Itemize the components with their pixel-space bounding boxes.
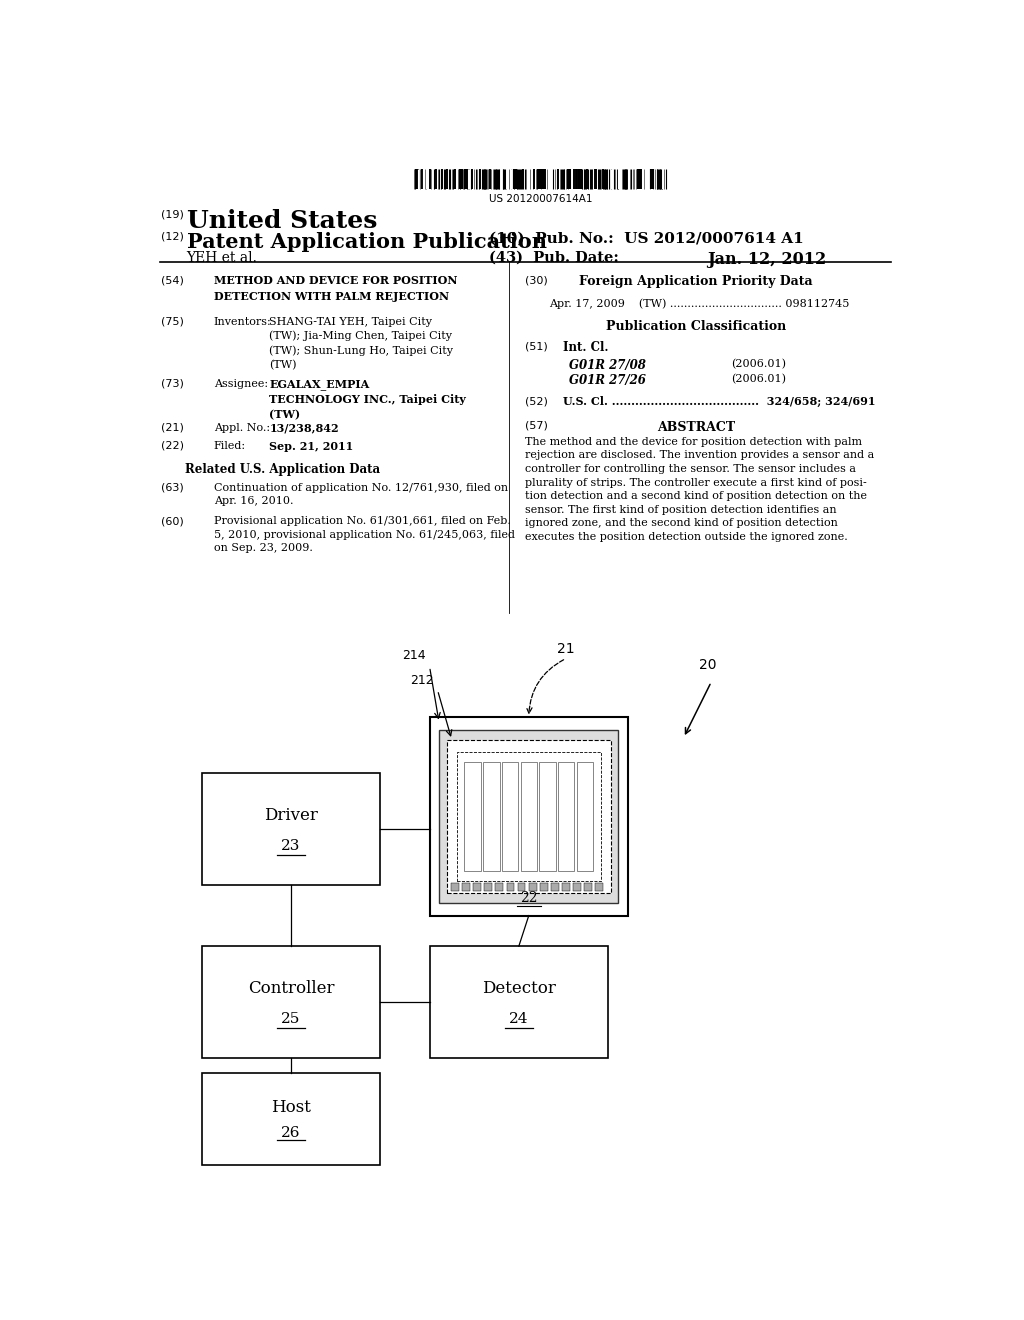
Text: (21): (21): [162, 422, 184, 433]
Text: (52): (52): [524, 396, 548, 407]
Text: Publication Classification: Publication Classification: [606, 319, 786, 333]
Text: (43)  Pub. Date:: (43) Pub. Date:: [489, 251, 618, 265]
Text: 214: 214: [402, 648, 426, 661]
Text: US 20120007614A1: US 20120007614A1: [488, 194, 593, 205]
Text: G01R 27/26: G01R 27/26: [569, 374, 646, 387]
Text: Patent Application Publication: Patent Application Publication: [186, 231, 547, 252]
Text: (54): (54): [162, 276, 184, 285]
Text: ABSTRACT: ABSTRACT: [657, 421, 735, 434]
Bar: [540, 762, 556, 871]
Text: Provisional application No. 61/301,661, filed on Feb.
5, 2010, provisional appli: Provisional application No. 61/301,661, …: [214, 516, 515, 553]
Text: U.S. Cl. ......................................  324/658; 324/691: U.S. Cl. ...............................…: [563, 396, 876, 408]
Bar: [202, 946, 380, 1057]
Text: Host: Host: [271, 1100, 311, 1117]
Text: (73): (73): [162, 379, 184, 389]
Text: Controller: Controller: [248, 979, 334, 997]
Bar: [558, 762, 574, 871]
Text: 24: 24: [509, 1012, 528, 1026]
Text: (57): (57): [524, 421, 548, 430]
Text: 26: 26: [282, 1126, 301, 1139]
Bar: [447, 739, 610, 894]
Bar: [573, 883, 581, 891]
Text: (19): (19): [162, 210, 184, 219]
Bar: [540, 883, 548, 891]
Text: 23: 23: [282, 840, 301, 853]
Text: METHOD AND DEVICE FOR POSITION
DETECTION WITH PALM REJECTION: METHOD AND DEVICE FOR POSITION DETECTION…: [214, 276, 457, 302]
Text: (22): (22): [162, 441, 184, 451]
Bar: [551, 883, 559, 891]
Text: 25: 25: [282, 1012, 301, 1026]
Text: (30): (30): [524, 276, 548, 285]
Bar: [595, 883, 603, 891]
Bar: [483, 762, 500, 871]
Bar: [496, 883, 503, 891]
Text: Jan. 12, 2012: Jan. 12, 2012: [708, 251, 826, 268]
Text: (75): (75): [162, 317, 184, 327]
Text: (63): (63): [162, 483, 184, 492]
Text: Sep. 21, 2011: Sep. 21, 2011: [269, 441, 353, 451]
Bar: [502, 762, 518, 871]
Bar: [562, 883, 570, 891]
Text: EGALAX_EMPIA
TECHNOLOGY INC., Taipei City
(TW): EGALAX_EMPIA TECHNOLOGY INC., Taipei Cit…: [269, 379, 466, 420]
Text: 20: 20: [699, 657, 717, 672]
Bar: [507, 883, 514, 891]
Text: 22: 22: [520, 891, 538, 906]
Text: 21: 21: [557, 643, 574, 656]
Bar: [462, 883, 470, 891]
Bar: [473, 883, 481, 891]
Text: Driver: Driver: [264, 808, 318, 824]
Bar: [484, 883, 493, 891]
Text: Foreign Application Priority Data: Foreign Application Priority Data: [580, 276, 813, 288]
Text: (60): (60): [162, 516, 184, 527]
Text: 13/238,842: 13/238,842: [269, 422, 339, 434]
Text: (12): (12): [162, 231, 184, 242]
Text: (51): (51): [524, 342, 548, 351]
Text: (2006.01): (2006.01): [731, 359, 786, 370]
Bar: [430, 718, 628, 916]
Bar: [202, 774, 380, 886]
Bar: [577, 762, 593, 871]
Text: United States: United States: [186, 210, 377, 234]
Bar: [518, 883, 525, 891]
Bar: [528, 883, 537, 891]
Bar: [585, 883, 592, 891]
Text: Continuation of application No. 12/761,930, filed on
Apr. 16, 2010.: Continuation of application No. 12/761,9…: [214, 483, 508, 507]
Bar: [439, 730, 618, 903]
Text: (10)  Pub. No.:  US 2012/0007614 A1: (10) Pub. No.: US 2012/0007614 A1: [489, 231, 804, 246]
Bar: [451, 883, 459, 891]
Text: Related U.S. Application Data: Related U.S. Application Data: [185, 463, 380, 477]
Text: The method and the device for position detection with palm
rejection are disclos: The method and the device for position d…: [524, 437, 874, 543]
Text: Detector: Detector: [482, 979, 556, 997]
Text: Inventors:: Inventors:: [214, 317, 271, 327]
Bar: [465, 762, 481, 871]
Text: Filed:: Filed:: [214, 441, 246, 451]
Bar: [202, 1073, 380, 1164]
Text: Apr. 17, 2009    (TW) ................................ 098112745: Apr. 17, 2009 (TW) .....................…: [549, 298, 849, 309]
Text: Appl. No.:: Appl. No.:: [214, 422, 270, 433]
Text: YEH et al.: YEH et al.: [186, 251, 257, 265]
Text: Assignee:: Assignee:: [214, 379, 268, 389]
Bar: [430, 946, 608, 1057]
Text: G01R 27/08: G01R 27/08: [569, 359, 646, 372]
Text: 212: 212: [410, 675, 433, 686]
Text: SHANG-TAI YEH, Taipei City
(TW); Jia-Ming Chen, Taipei City
(TW); Shun-Lung Ho, : SHANG-TAI YEH, Taipei City (TW); Jia-Min…: [269, 317, 454, 370]
Text: (2006.01): (2006.01): [731, 374, 786, 384]
Bar: [520, 762, 537, 871]
Bar: [457, 752, 601, 880]
Text: Int. Cl.: Int. Cl.: [563, 342, 608, 354]
